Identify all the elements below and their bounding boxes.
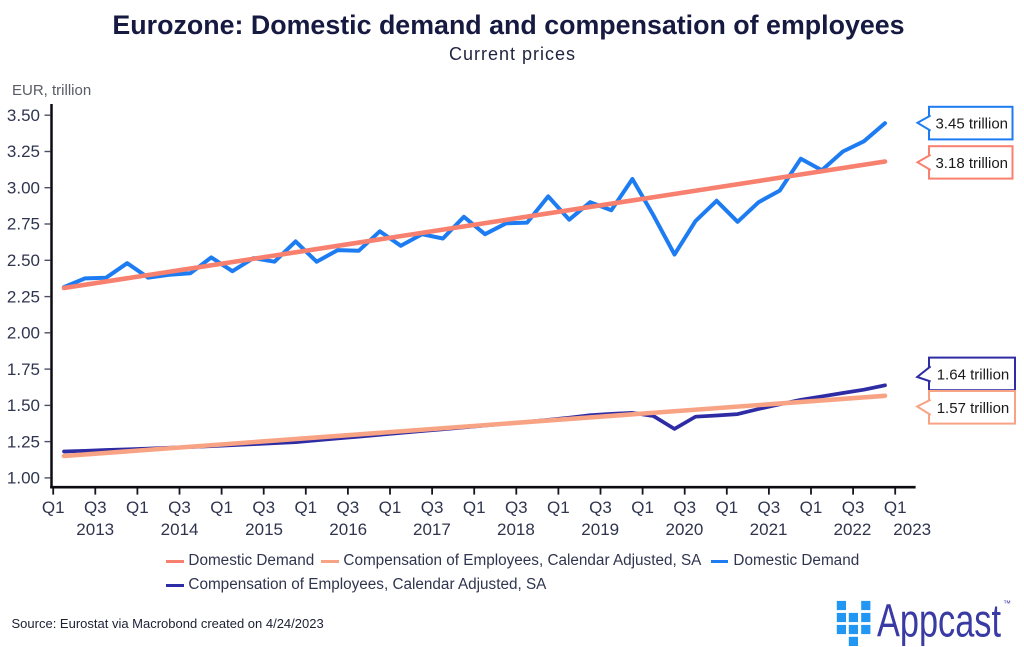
svg-text:2022: 2022 <box>833 520 871 539</box>
svg-text:3.25: 3.25 <box>7 142 40 161</box>
svg-text:Q1: Q1 <box>126 498 149 517</box>
svg-text:3.18 trillion: 3.18 trillion <box>935 155 1008 172</box>
svg-text:3.00: 3.00 <box>7 178 40 197</box>
svg-text:Q1: Q1 <box>294 498 317 517</box>
svg-text:1.57 trillion: 1.57 trillion <box>937 400 1010 417</box>
svg-text:Q1: Q1 <box>210 498 233 517</box>
svg-text:Q3: Q3 <box>84 498 107 517</box>
svg-text:Q3: Q3 <box>589 498 612 517</box>
svg-text:3.45 trillion: 3.45 trillion <box>935 116 1008 133</box>
svg-text:Q3: Q3 <box>505 498 528 517</box>
svg-text:Q3: Q3 <box>673 498 696 517</box>
svg-text:Q1: Q1 <box>547 498 570 517</box>
svg-text:2017: 2017 <box>413 520 451 539</box>
svg-text:Appcast: Appcast <box>877 595 1001 647</box>
svg-text:2015: 2015 <box>245 520 283 539</box>
svg-text:1.50: 1.50 <box>7 396 40 415</box>
svg-text:2.50: 2.50 <box>7 251 40 270</box>
svg-text:2016: 2016 <box>329 520 367 539</box>
svg-text:2020: 2020 <box>665 520 703 539</box>
svg-text:3.50: 3.50 <box>7 106 40 125</box>
svg-text:2019: 2019 <box>581 520 619 539</box>
svg-text:2.00: 2.00 <box>7 324 40 343</box>
svg-text:Q1: Q1 <box>42 498 65 517</box>
svg-text:1.75: 1.75 <box>7 360 40 379</box>
svg-text:Q1: Q1 <box>631 498 654 517</box>
svg-text:1.25: 1.25 <box>7 432 40 451</box>
svg-text:Q3: Q3 <box>252 498 275 517</box>
svg-text:Q1: Q1 <box>715 498 738 517</box>
svg-text:2013: 2013 <box>76 520 114 539</box>
svg-text:2.75: 2.75 <box>7 215 40 234</box>
svg-text:Q3: Q3 <box>337 498 360 517</box>
svg-text:Q1: Q1 <box>800 498 823 517</box>
svg-text:Q1: Q1 <box>884 498 907 517</box>
svg-text:2023: 2023 <box>893 520 931 539</box>
svg-text:Q3: Q3 <box>421 498 444 517</box>
svg-text:Q1: Q1 <box>379 498 402 517</box>
svg-text:1.00: 1.00 <box>7 469 40 488</box>
svg-text:1.64 trillion: 1.64 trillion <box>937 366 1010 383</box>
svg-text:Q3: Q3 <box>758 498 781 517</box>
svg-text:2021: 2021 <box>750 520 788 539</box>
svg-text:2.25: 2.25 <box>7 287 40 306</box>
svg-text:2014: 2014 <box>161 520 199 539</box>
svg-text:2018: 2018 <box>497 520 535 539</box>
svg-text:Q1: Q1 <box>463 498 486 517</box>
svg-text:™: ™ <box>1003 599 1011 608</box>
svg-text:Q3: Q3 <box>168 498 191 517</box>
svg-text:Q3: Q3 <box>842 498 865 517</box>
